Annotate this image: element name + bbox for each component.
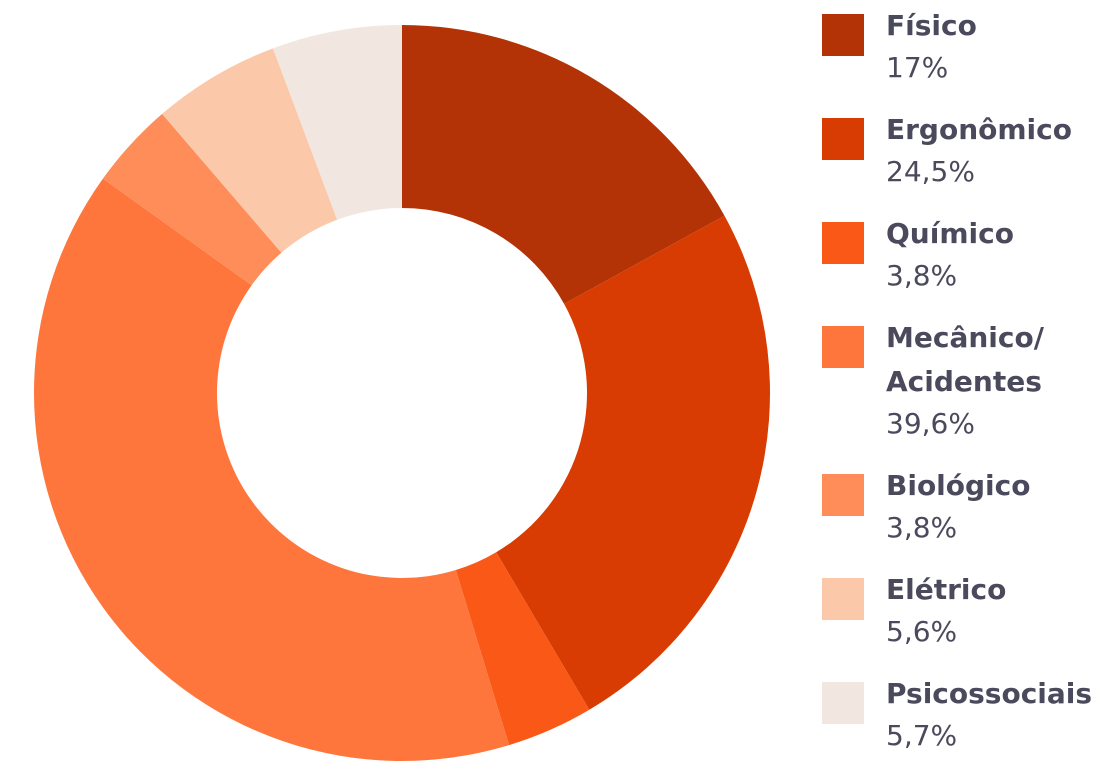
- legend-swatch: [822, 14, 864, 56]
- legend-label: Elétrico: [886, 573, 1007, 606]
- legend-item: Químico 3,8%: [822, 212, 1112, 296]
- legend-label: Mecânico/ Acidentes: [886, 321, 1044, 398]
- legend-value: 24,5%: [886, 155, 975, 188]
- legend-text: Elétrico 5,6%: [886, 568, 1106, 652]
- legend-text: Químico 3,8%: [886, 212, 1106, 296]
- legend-value: 5,6%: [886, 615, 958, 648]
- donut-slice: [273, 25, 402, 220]
- donut-slice: [102, 113, 282, 286]
- legend-text: Psicossociais 5,7%: [886, 672, 1106, 756]
- legend-text: Biológico 3,8%: [886, 464, 1106, 548]
- legend-swatch: [822, 118, 864, 160]
- legend-swatch: [822, 682, 864, 724]
- legend-text: Mecânico/ Acidentes 39,6%: [886, 316, 1106, 444]
- legend: Físico 17% Ergonômico 24,5% Químico 3,8% Mecân…: [822, 4, 1112, 756]
- legend-value: 3,8%: [886, 259, 958, 292]
- legend-item: Psicossociais 5,7%: [822, 672, 1112, 756]
- legend-item: Físico 17%: [822, 4, 1112, 88]
- legend-label: Ergonômico: [886, 113, 1072, 146]
- legend-value: 3,8%: [886, 511, 958, 544]
- legend-text: Físico 17%: [886, 4, 1106, 88]
- legend-item: Biológico 3,8%: [822, 464, 1112, 548]
- legend-label: Psicossociais: [886, 677, 1093, 710]
- legend-item: Ergonômico 24,5%: [822, 108, 1112, 192]
- legend-label: Biológico: [886, 469, 1031, 502]
- donut-slice: [455, 552, 590, 746]
- legend-swatch: [822, 578, 864, 620]
- legend-value: 5,7%: [886, 719, 958, 752]
- donut-slice: [34, 178, 510, 761]
- legend-label: Físico: [886, 9, 977, 42]
- legend-swatch: [822, 474, 864, 516]
- donut-slice: [496, 215, 771, 710]
- chart: [34, 25, 771, 761]
- legend-swatch: [822, 222, 864, 264]
- legend-text: Ergonômico 24,5%: [886, 108, 1106, 192]
- legend-swatch: [822, 326, 864, 368]
- legend-value: 39,6%: [886, 407, 975, 440]
- donut-slice: [402, 25, 725, 304]
- legend-value: 17%: [886, 51, 949, 84]
- donut-slice: [162, 48, 338, 253]
- legend-item: Elétrico 5,6%: [822, 568, 1112, 652]
- legend-item: Mecânico/ Acidentes 39,6%: [822, 316, 1112, 444]
- legend-label: Químico: [886, 217, 1014, 250]
